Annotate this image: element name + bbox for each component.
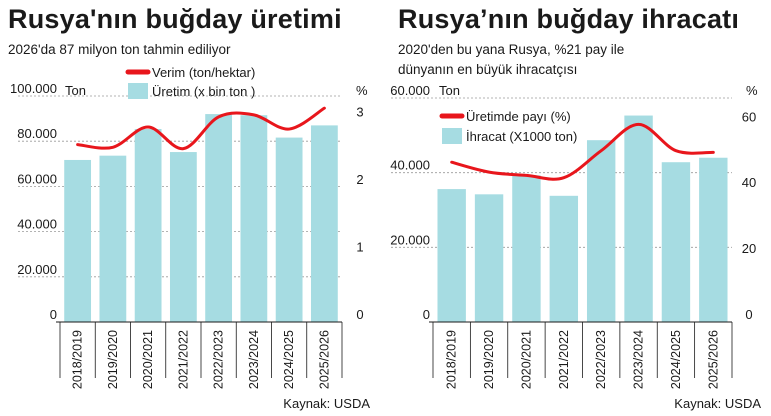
bar [474, 194, 504, 322]
bar [512, 175, 541, 322]
x-category-label: 2023/2024 [247, 330, 261, 389]
bar [310, 125, 338, 322]
bar [64, 159, 92, 322]
y-right-tick-label: 1 [356, 240, 363, 255]
line-series [450, 122, 715, 181]
bar [586, 140, 616, 322]
chart-title: Rusya’nın buğday ihracatı [398, 4, 740, 34]
source-note: Kaynak: USDA [674, 396, 761, 411]
bar [699, 157, 728, 322]
x-category-label: 2025/2026 [317, 330, 331, 389]
y-right-unit-label: % [356, 83, 368, 98]
x-category-label: 2024/2025 [669, 330, 683, 389]
y-left-tick-label: 0 [50, 307, 57, 322]
source-note: Kaynak: USDA [283, 396, 370, 411]
legend-bar-swatch [442, 128, 462, 144]
bar [99, 155, 127, 322]
x-category-label: 2019/2020 [106, 330, 120, 389]
production-chart-panel: Rusya'nın buğday üretimi 2026'da 87 mily… [0, 0, 380, 416]
bar [169, 152, 197, 322]
x-category-label: 2021/2022 [176, 330, 190, 389]
x-category-label: 2024/2025 [282, 330, 296, 389]
y-right-tick-label: 60 [742, 109, 756, 124]
legend-label: Verim (ton/hektar) [152, 65, 255, 80]
legend-label: İhracat (X1000 ton) [466, 129, 577, 144]
chart-subtitle-line-2: dünyanın en büyük ihracatçısı [398, 62, 578, 77]
y-right-tick-label: 0 [745, 307, 752, 322]
y-left-tick-label: 80.000 [17, 126, 57, 141]
y-left-tick-label: 100.000 [10, 81, 57, 96]
production-chart: 0 20.000 40.000 60.000 80.000 100.000 0 1 2 3 Ton%… [10, 65, 368, 389]
bar [240, 115, 268, 323]
bar [549, 195, 579, 322]
bar [205, 114, 233, 322]
y-left-unit-label: Ton [439, 83, 460, 98]
y-right-tick-label: 20 [742, 241, 756, 256]
line-series [76, 106, 326, 151]
y-left-tick-label: 0 [423, 307, 430, 322]
y-left-unit-label: Ton [65, 83, 86, 98]
x-category-label: 2023/2024 [632, 330, 646, 389]
legend-bar-swatch [128, 83, 148, 99]
chart-title: Rusya'nın buğday üretimi [8, 4, 342, 34]
x-category-label: 2019/2020 [482, 330, 496, 389]
bar [275, 137, 303, 322]
y-left-tick-label: 40.000 [17, 217, 57, 232]
bar [624, 115, 653, 323]
bar [661, 162, 691, 322]
y-left-tick-label: 20.000 [390, 232, 430, 247]
y-right-unit-label: % [746, 83, 758, 98]
x-category-label: 2021/2022 [557, 330, 571, 389]
legend-label: Üretim (x bin ton ) [152, 84, 255, 99]
bar [134, 128, 162, 322]
x-category-label: 2018/2019 [445, 330, 459, 389]
y-right-tick-label: 2 [356, 172, 363, 187]
y-left-tick-label: 20.000 [17, 262, 57, 277]
y-right-tick-label: 0 [356, 307, 363, 322]
x-category-label: 2022/2023 [594, 330, 608, 389]
legend-label: Üretimde payı (%) [466, 109, 571, 124]
bar [437, 189, 466, 322]
chart-subtitle: 2026'da 87 milyon ton tahmin ediliyor [8, 42, 231, 57]
x-category-label: 2018/2019 [71, 330, 85, 389]
x-category-label: 2020/2021 [141, 330, 155, 389]
x-category-label: 2020/2021 [519, 330, 533, 389]
exports-chart: 0 20.000 40.000 60.000 0 20 40 60 Ton % 2018/2019 2… [390, 83, 758, 389]
y-left-tick-label: 60.000 [17, 171, 57, 186]
y-right-tick-label: 40 [742, 175, 756, 190]
x-category-label: 2025/2026 [706, 330, 720, 389]
y-left-tick-label: 60.000 [390, 83, 430, 98]
exports-chart-panel: Rusya’nın buğday ihracatı 2020'den bu ya… [390, 0, 771, 416]
x-category-label: 2022/2023 [212, 330, 226, 389]
chart-subtitle-line-1: 2020'den bu yana Rusya, %21 pay ile [398, 42, 625, 57]
y-left-tick-label: 40.000 [390, 158, 430, 173]
y-right-tick-label: 3 [356, 105, 363, 120]
